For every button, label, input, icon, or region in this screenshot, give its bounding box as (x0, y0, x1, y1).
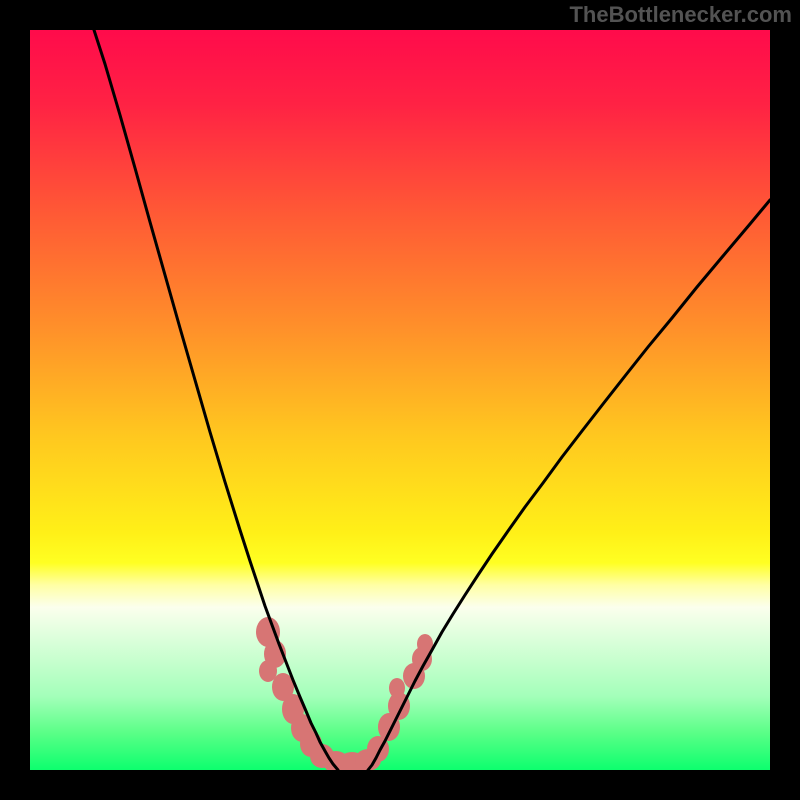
watermark-text: TheBottlenecker.com (569, 2, 792, 28)
chart-svg (0, 0, 800, 800)
chart-container: TheBottlenecker.com (0, 0, 800, 800)
plot-background-gradient (30, 30, 770, 770)
